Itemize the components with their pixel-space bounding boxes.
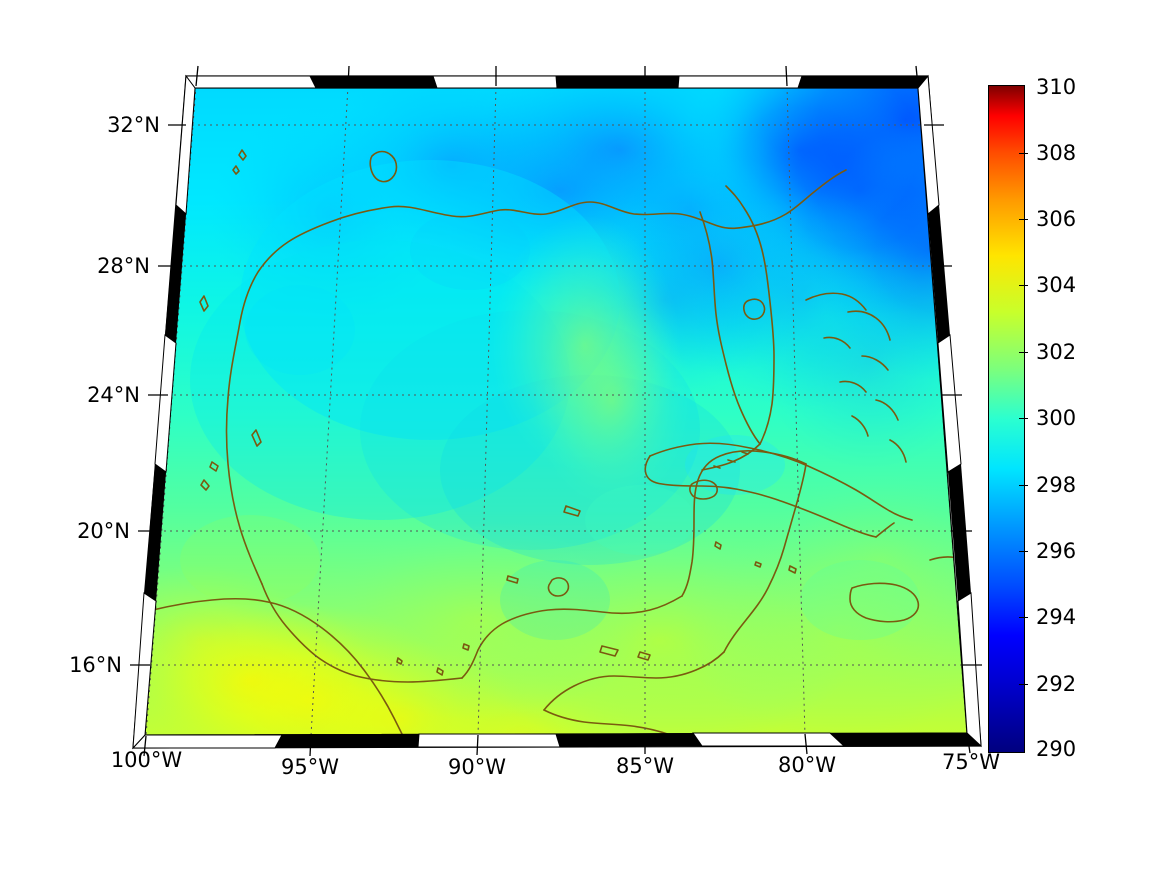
x-tick-label-75w: 75°W [942, 750, 1000, 774]
colorbar-tick-306: 306 [1036, 207, 1077, 231]
y-tick-label-28n: 28°N [97, 254, 150, 278]
colorbar-tickline-294 [1019, 617, 1028, 618]
colorbar-tickline-302 [1019, 352, 1028, 353]
map-svg [130, 65, 982, 757]
x-tick-label-100w: 100°W [110, 748, 183, 772]
y-tick-label-24n: 24°N [87, 383, 140, 407]
y-tick-label-32n: 32°N [107, 113, 160, 137]
colorbar-tick-300: 300 [1036, 406, 1077, 430]
colorbar-tickline-300 [1019, 418, 1028, 419]
tick-marks [130, 65, 982, 757]
sst-raster [145, 88, 967, 735]
colorbar-tickline-306 [1019, 219, 1028, 220]
colorbar-tickline-308 [1019, 153, 1028, 154]
map-frame [131, 74, 982, 750]
y-tick-label-16n: 16°N [69, 653, 122, 677]
map-axes[interactable]: 32°N 28°N 24°N 20°N 16°N 100°W 95°W 90°W… [0, 0, 1000, 800]
x-tick-label-80w: 80°W [778, 753, 836, 777]
colorbar-tick-304: 304 [1036, 273, 1077, 297]
colorbar-tick-298: 298 [1036, 473, 1077, 497]
colorbar-gradient [988, 85, 1025, 753]
colorbar-tick-290: 290 [1036, 737, 1077, 761]
coastlines [145, 149, 965, 735]
colorbar-tick-294: 294 [1036, 605, 1077, 629]
colorbar-tick-296: 296 [1036, 539, 1077, 563]
colorbar-tickline-296 [1019, 551, 1028, 552]
colorbar-tickline-304 [1019, 285, 1028, 286]
colorbar-tick-group: 310 308 306 304 302 300 298 296 294 [988, 75, 1163, 761]
colorbar-tickline-292 [1019, 684, 1028, 685]
colorbar-tick-292: 292 [1036, 672, 1077, 696]
colorbar-tickline-298 [1019, 485, 1028, 486]
x-tick-label-85w: 85°W [616, 754, 674, 778]
colorbar[interactable]: 310 308 306 304 302 300 298 296 294 [988, 75, 1163, 761]
y-tick-label-20n: 20°N [77, 519, 130, 543]
x-tick-label-90w: 90°W [448, 755, 506, 779]
x-tick-label-95w: 95°W [281, 755, 339, 779]
colorbar-tick-302: 302 [1036, 340, 1077, 364]
colorbar-tick-310: 310 [1036, 75, 1077, 99]
colorbar-tick-308: 308 [1036, 141, 1077, 165]
